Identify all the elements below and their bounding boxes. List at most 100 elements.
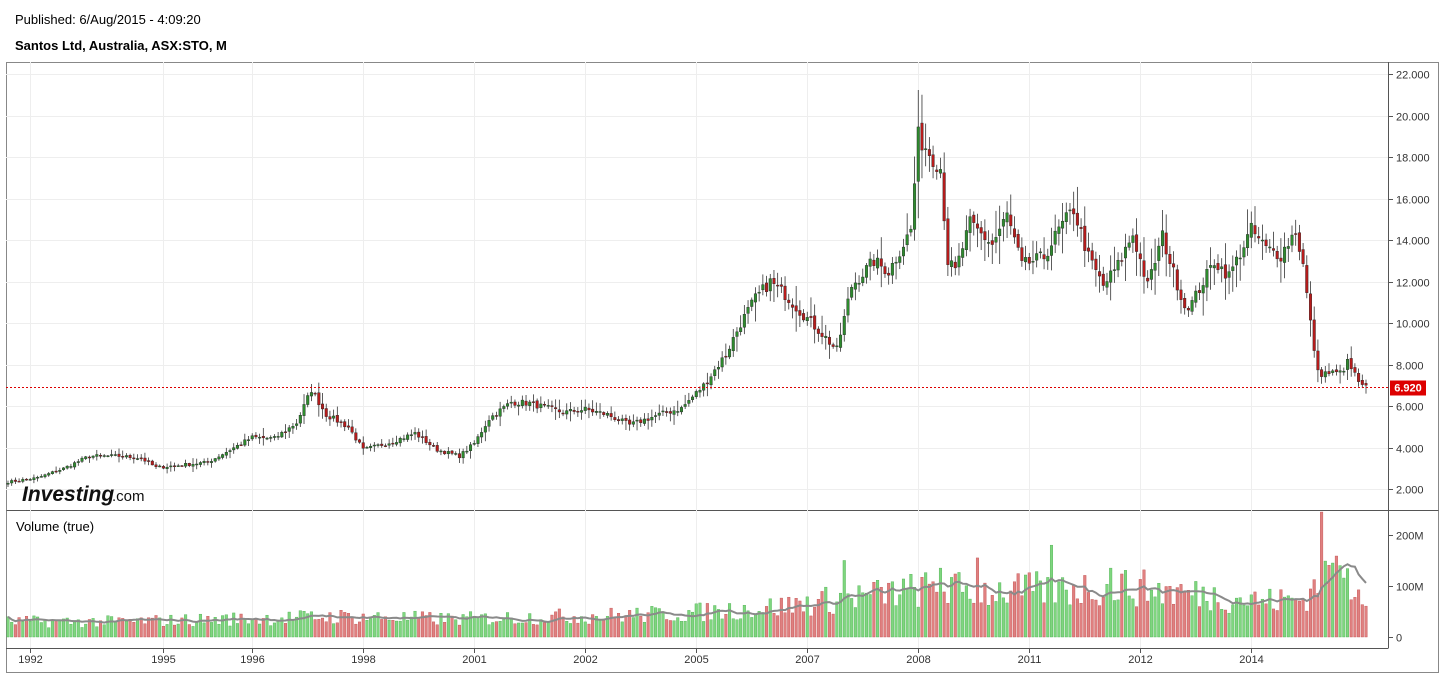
candle-up bbox=[243, 439, 247, 446]
volume-bar bbox=[313, 619, 317, 638]
time-tick-label: 2007 bbox=[795, 654, 819, 666]
candle-down bbox=[1197, 290, 1201, 293]
volume-bar bbox=[228, 625, 232, 638]
candle-down bbox=[827, 336, 831, 345]
candle-down bbox=[117, 453, 121, 457]
volume-bar bbox=[594, 616, 598, 638]
volume-bar bbox=[302, 611, 306, 638]
candle-down bbox=[790, 304, 794, 308]
candle-up bbox=[47, 473, 51, 476]
candle-up bbox=[824, 335, 828, 339]
candle-up bbox=[198, 462, 202, 465]
volume-bar bbox=[432, 621, 436, 638]
volume-bar bbox=[672, 620, 676, 638]
volume-bar bbox=[476, 616, 480, 638]
candle-down bbox=[772, 278, 776, 284]
volume-bar bbox=[1153, 596, 1157, 638]
candle-down bbox=[953, 261, 957, 269]
candle-up bbox=[568, 409, 572, 412]
candle-down bbox=[668, 411, 672, 414]
volume-bar bbox=[1212, 587, 1216, 638]
volume-bar bbox=[1016, 573, 1020, 638]
candle-up bbox=[247, 439, 251, 441]
candle-up bbox=[853, 282, 857, 290]
candle-up bbox=[298, 415, 302, 424]
volume-bar bbox=[169, 614, 173, 638]
candle-down bbox=[1297, 232, 1301, 252]
candle-up bbox=[73, 462, 77, 468]
volume-bar bbox=[1290, 597, 1294, 638]
candle-up bbox=[106, 455, 110, 457]
candle-down bbox=[187, 463, 191, 466]
candle-up bbox=[968, 216, 972, 233]
candle-up bbox=[372, 444, 376, 447]
candle-up bbox=[631, 421, 635, 425]
volume-bar bbox=[62, 618, 65, 638]
candle-down bbox=[602, 412, 606, 415]
candle-down bbox=[609, 413, 613, 417]
time-tick-label: 2005 bbox=[684, 654, 708, 666]
candle-up bbox=[1109, 270, 1113, 283]
volume-bar bbox=[546, 622, 550, 638]
candle-down bbox=[1020, 247, 1024, 261]
volume-bar bbox=[761, 612, 765, 638]
volume-bar bbox=[454, 619, 458, 638]
volume-bar bbox=[210, 622, 214, 638]
volume-bar bbox=[846, 593, 850, 638]
volume-bar bbox=[1001, 597, 1005, 638]
investing-logo: Investing .com bbox=[22, 483, 145, 506]
volume-bar bbox=[950, 577, 954, 638]
candle-down bbox=[420, 436, 424, 438]
volume-bar bbox=[87, 619, 91, 638]
volume-bar bbox=[1175, 587, 1179, 638]
volume-bar bbox=[198, 613, 202, 638]
candle-down bbox=[457, 453, 461, 459]
candle-up bbox=[909, 228, 913, 233]
candle-down bbox=[624, 418, 628, 421]
candle-up bbox=[546, 405, 550, 407]
candle-down bbox=[128, 455, 132, 458]
volume-bar bbox=[110, 616, 114, 638]
volume-bar bbox=[258, 623, 262, 638]
candle-up bbox=[158, 465, 162, 468]
volume-bar bbox=[487, 624, 491, 638]
volume-bar bbox=[1309, 588, 1312, 638]
candle-up bbox=[469, 444, 473, 451]
candle-down bbox=[494, 415, 498, 417]
candle-down bbox=[1360, 380, 1364, 385]
volume-bar bbox=[909, 574, 913, 638]
volume-bar bbox=[321, 617, 325, 638]
volume-bar bbox=[735, 619, 739, 638]
candle-down bbox=[931, 154, 935, 167]
volume-bar bbox=[953, 573, 957, 638]
volume-bar bbox=[1242, 604, 1246, 638]
time-tick-label: 1992 bbox=[18, 654, 42, 666]
volume-bar bbox=[524, 622, 528, 638]
candle-up bbox=[757, 291, 761, 294]
volume-bar bbox=[1172, 603, 1176, 638]
candle-up bbox=[1160, 230, 1164, 247]
volume-bar bbox=[1268, 588, 1272, 638]
candle-down bbox=[1309, 293, 1312, 321]
candle-up bbox=[850, 287, 854, 298]
volume-bar bbox=[857, 585, 861, 638]
candle-down bbox=[1279, 257, 1283, 262]
volume-bar bbox=[876, 580, 880, 638]
volume-bar bbox=[802, 611, 806, 638]
volume-bar bbox=[531, 624, 535, 638]
volume-bar bbox=[187, 624, 191, 638]
candle-up bbox=[735, 331, 739, 337]
candle-up bbox=[691, 396, 695, 400]
candle-up bbox=[876, 257, 880, 269]
candle-down bbox=[335, 415, 339, 423]
volume-bar bbox=[665, 619, 669, 638]
candle-up bbox=[1234, 256, 1238, 266]
volume-bar bbox=[1057, 581, 1061, 638]
candle-down bbox=[531, 401, 535, 403]
volume-bar bbox=[565, 621, 569, 638]
volume-bar bbox=[720, 618, 724, 638]
candle-down bbox=[628, 419, 632, 425]
volume-bar bbox=[25, 616, 28, 638]
volume-bar bbox=[147, 617, 151, 638]
candle-up bbox=[1024, 257, 1028, 263]
